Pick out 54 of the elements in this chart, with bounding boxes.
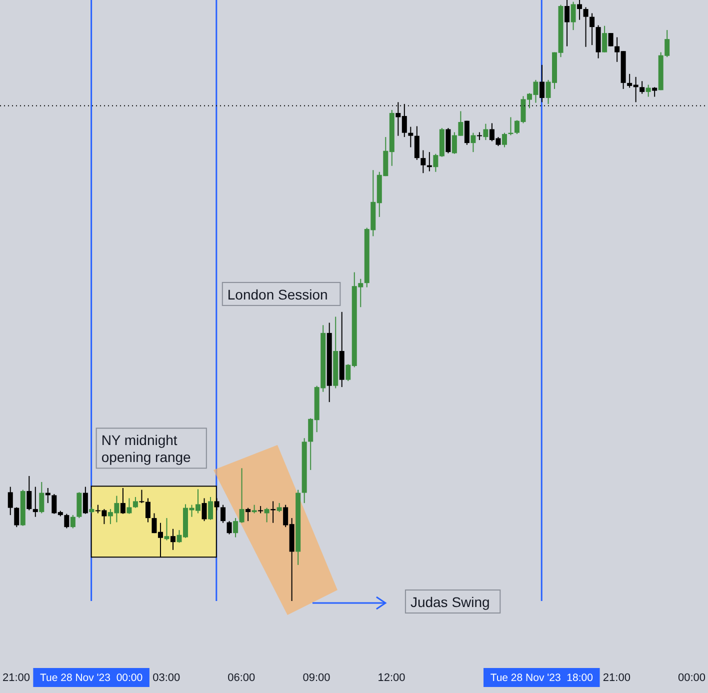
candlestick bbox=[164, 518, 170, 541]
candlestick bbox=[652, 86, 658, 98]
candlestick bbox=[126, 498, 132, 514]
candlestick bbox=[170, 528, 176, 550]
candlestick bbox=[32, 486, 38, 518]
candlestick bbox=[590, 12, 595, 46]
x-tick-label: Tue 28 Nov '23 18:00 bbox=[490, 672, 594, 684]
candlestick bbox=[446, 128, 451, 154]
candlestick bbox=[39, 482, 44, 514]
candlestick bbox=[14, 506, 20, 528]
annotation: Judas Swing bbox=[410, 594, 490, 610]
candlestick bbox=[258, 506, 264, 514]
ref-line-label: London Session bbox=[227, 286, 328, 302]
candlestick bbox=[264, 507, 270, 523]
candlestick bbox=[226, 520, 232, 535]
candlestick bbox=[583, 6, 588, 48]
candlestick bbox=[82, 486, 88, 514]
candlestick bbox=[608, 32, 614, 47]
candlestick bbox=[646, 84, 651, 98]
band-label: NY midnight opening range bbox=[101, 432, 192, 466]
candlestick bbox=[570, 1, 576, 31]
candlestick bbox=[470, 132, 476, 153]
candlestick bbox=[139, 489, 144, 504]
candlestick bbox=[420, 150, 426, 174]
candlestick bbox=[202, 498, 207, 522]
x-tick-label: 03:00 bbox=[152, 672, 180, 684]
candlestick bbox=[464, 120, 470, 146]
x-tick-label: 21:00 bbox=[602, 672, 630, 684]
candlestick bbox=[70, 514, 76, 529]
candlestick bbox=[564, 0, 570, 47]
candlestick bbox=[26, 475, 32, 511]
x-tick-label: 09:00 bbox=[302, 672, 330, 684]
candlestick bbox=[132, 496, 138, 508]
candlestick bbox=[8, 486, 13, 516]
x-tick-label: 21:00 bbox=[2, 672, 30, 684]
candlestick bbox=[483, 123, 488, 141]
x-tick-label: 12:00 bbox=[378, 672, 406, 684]
candlestick bbox=[577, 0, 582, 20]
candlestick bbox=[408, 126, 414, 148]
candlestick bbox=[414, 126, 420, 160]
candlestick bbox=[276, 502, 282, 513]
candlestick bbox=[602, 25, 608, 53]
candlestick bbox=[540, 64, 545, 103]
candlestick bbox=[64, 513, 70, 529]
x-tick-label: 00:00 bbox=[678, 672, 706, 684]
candlestick bbox=[476, 132, 482, 141]
candlestick bbox=[502, 132, 507, 148]
x-tick-label: Tue 28 Nov '23 00:00 bbox=[40, 672, 143, 684]
candlestick bbox=[246, 507, 251, 522]
candlestick bbox=[640, 80, 645, 94]
candlestick bbox=[145, 498, 150, 523]
candlestick bbox=[208, 496, 214, 520]
candlestick bbox=[220, 504, 226, 524]
x-tick-label: 06:00 bbox=[228, 672, 256, 684]
